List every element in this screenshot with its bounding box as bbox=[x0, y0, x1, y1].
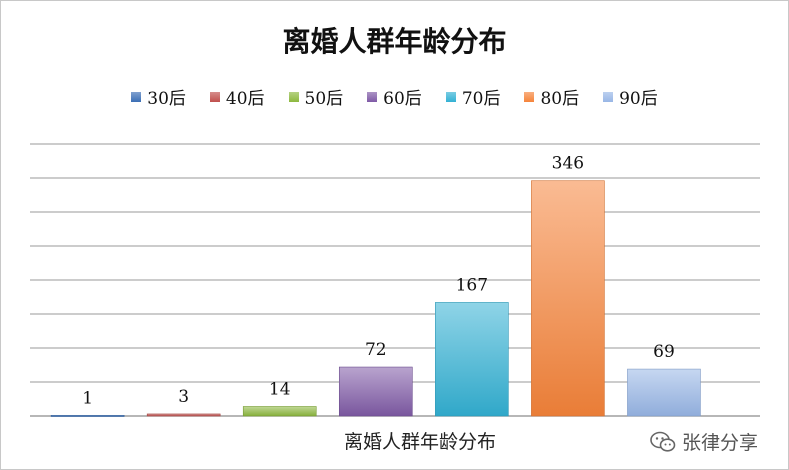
legend-item-70后: 70后 bbox=[445, 84, 501, 109]
legend-item-40后: 40后 bbox=[209, 84, 265, 109]
legend-item-30后: 30后 bbox=[131, 84, 186, 109]
bar-30后 bbox=[50, 415, 125, 417]
legend-label: 40后 bbox=[225, 89, 265, 109]
legend-swatch bbox=[445, 91, 456, 102]
bar-40后 bbox=[146, 413, 221, 417]
legend-item-90后: 90后 bbox=[603, 84, 658, 109]
bar-90后 bbox=[627, 368, 701, 417]
bar-50后 bbox=[242, 406, 317, 417]
data-label-30后: 1 bbox=[82, 388, 93, 408]
legend-swatch bbox=[603, 91, 614, 102]
legend-label: 80后 bbox=[540, 89, 580, 109]
legend-item-50后: 50后 bbox=[288, 84, 344, 109]
legend-swatch bbox=[209, 91, 220, 102]
chart-title: 离婚人群年龄分布 bbox=[282, 25, 507, 58]
watermark: 张律分享 bbox=[650, 428, 758, 455]
data-label-50后: 14 bbox=[269, 379, 291, 399]
legend-label: 70后 bbox=[461, 89, 501, 109]
legend-swatch bbox=[367, 91, 378, 102]
data-label-40后: 3 bbox=[178, 387, 189, 407]
wechat-icon bbox=[650, 431, 676, 452]
chart-legend: 30后 40后 50后 60后 70后 80后 90后 bbox=[0, 84, 789, 109]
watermark-text: 张律分享 bbox=[682, 432, 759, 454]
legend-label: 50后 bbox=[304, 89, 344, 109]
legend-swatch bbox=[131, 91, 142, 102]
legend-label: 90后 bbox=[619, 89, 658, 109]
data-label-80后: 346 bbox=[552, 154, 584, 174]
legend-item-60后: 60后 bbox=[367, 84, 422, 109]
legend-swatch bbox=[524, 91, 535, 102]
legend-item-80后: 80后 bbox=[524, 84, 579, 109]
x-axis-label: 离婚人群年龄分布 bbox=[344, 431, 496, 453]
data-label-70后: 167 bbox=[456, 275, 488, 295]
legend-swatch bbox=[288, 91, 299, 102]
bar-80后 bbox=[531, 180, 605, 417]
data-label-90后: 69 bbox=[653, 342, 675, 362]
legend-label: 30后 bbox=[147, 89, 186, 109]
data-label-60后: 72 bbox=[365, 340, 387, 360]
bar-60后 bbox=[338, 366, 413, 417]
bar-70后 bbox=[435, 302, 509, 417]
legend-label: 60后 bbox=[383, 89, 422, 109]
